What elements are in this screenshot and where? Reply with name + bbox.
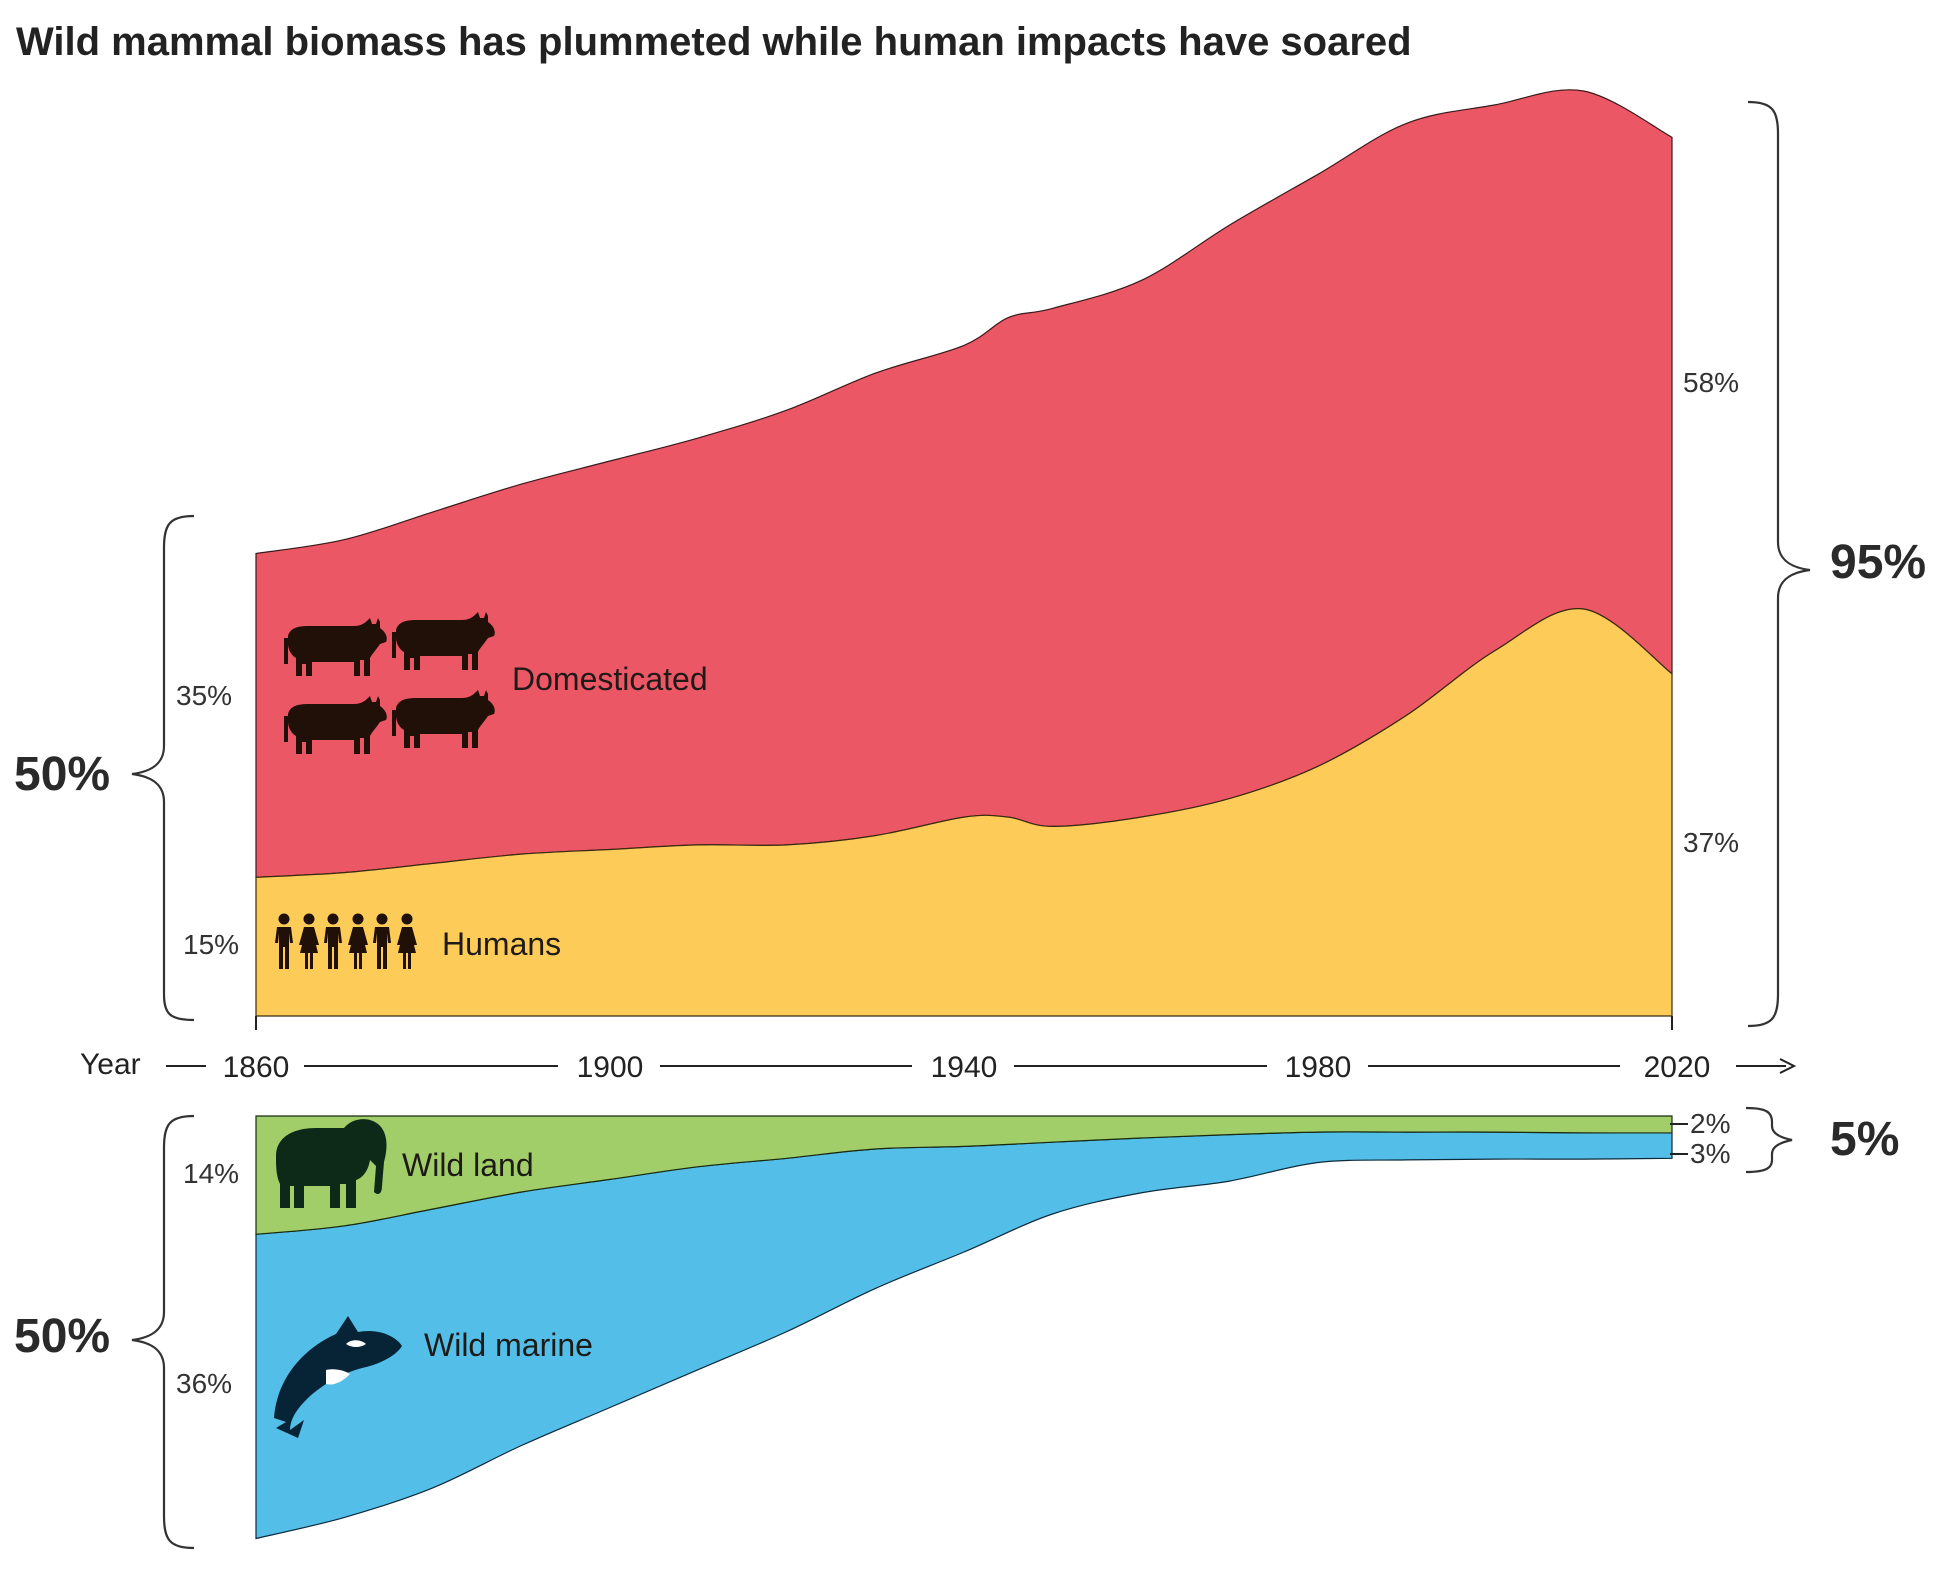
label-domesticated: Domesticated [512,661,708,697]
left-top-brace [131,514,195,1022]
x-tick-label: 1940 [931,1051,998,1084]
right-top-brace [1747,100,1811,1028]
x-axis: Year 1860 1900 1940 1980 2020 [80,1016,1797,1084]
x-tick-label: 1900 [577,1051,644,1084]
area-humans [255,608,1673,1017]
top-panel [255,89,1673,1017]
right-wild-marine-percent: 3% [1690,1138,1730,1169]
label-humans: Humans [442,926,561,962]
right-bottom-total: 5% [1830,1113,1899,1166]
left-wild-marine-percent: 36% [176,1368,232,1399]
right-top-total: 95% [1830,536,1926,589]
left-wild-land-percent: 14% [183,1158,239,1189]
area-wild-land [255,1115,1673,1235]
right-humans-percent: 37% [1683,827,1739,858]
x-tick-label: 1980 [1285,1051,1352,1084]
left-humans-percent: 15% [183,929,239,960]
label-wild-marine: Wild marine [424,1327,593,1363]
right-bottom-brace [1745,1106,1793,1174]
left-bottom-total: 50% [14,1310,110,1363]
left-annotations: 35% 15% 50% 14% 36% 50% [14,514,239,1550]
orca-icon [274,1316,402,1438]
right-annotations: 58% 37% 95% 2% 3% 5% [1670,100,1926,1174]
right-wild-land-percent: 2% [1690,1108,1730,1139]
left-bottom-brace [131,1114,195,1550]
right-domesticated-percent: 58% [1683,367,1739,398]
left-top-total: 50% [14,748,110,801]
chart-title: Wild mammal biomass has plummeted while … [16,20,1412,64]
label-wild-land: Wild land [402,1147,534,1183]
bottom-panel [255,1115,1673,1540]
x-tick-label: 1860 [223,1051,290,1084]
x-axis-label: Year [80,1048,141,1081]
left-domesticated-percent: 35% [176,680,232,711]
x-tick-label: 2020 [1644,1051,1711,1084]
axis-arrowhead [1779,1058,1797,1074]
elephant-icon [276,1119,387,1208]
